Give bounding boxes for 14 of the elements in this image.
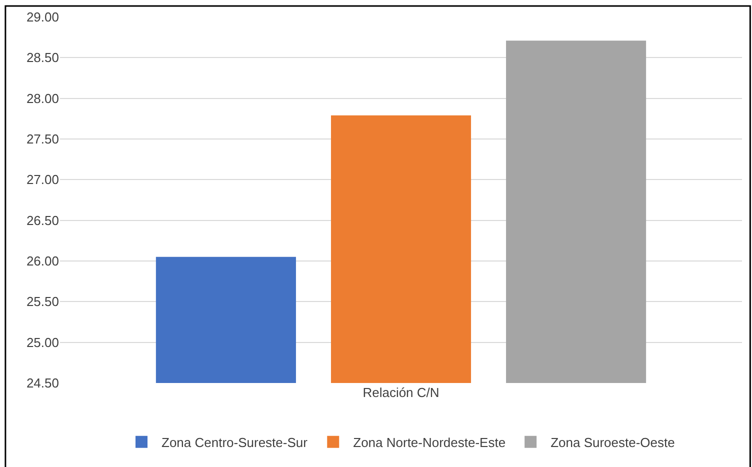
y-tick-label: 26.00: [26, 254, 59, 269]
x-tick-label: Relación C/N: [362, 385, 440, 400]
y-tick-label: 28.50: [26, 50, 59, 66]
y-tick-label: 27.50: [26, 132, 59, 147]
y-tick-label: 25.50: [26, 294, 59, 310]
y-tick-label: 24.50: [26, 376, 59, 391]
legend-label: Zona Norte-Nordeste-Este: [353, 434, 506, 450]
legend-label: Zona Suroeste-Oeste: [550, 434, 675, 450]
y-tick-label: 29.00: [26, 10, 59, 25]
legend-label: Zona Centro-Sureste-Sur: [162, 434, 308, 450]
y-tick-label: 26.50: [26, 212, 59, 228]
y-tick-label: 25.00: [26, 334, 59, 350]
y-tick-label: 28.00: [26, 90, 59, 106]
y-tick-label: 27.00: [26, 172, 59, 188]
